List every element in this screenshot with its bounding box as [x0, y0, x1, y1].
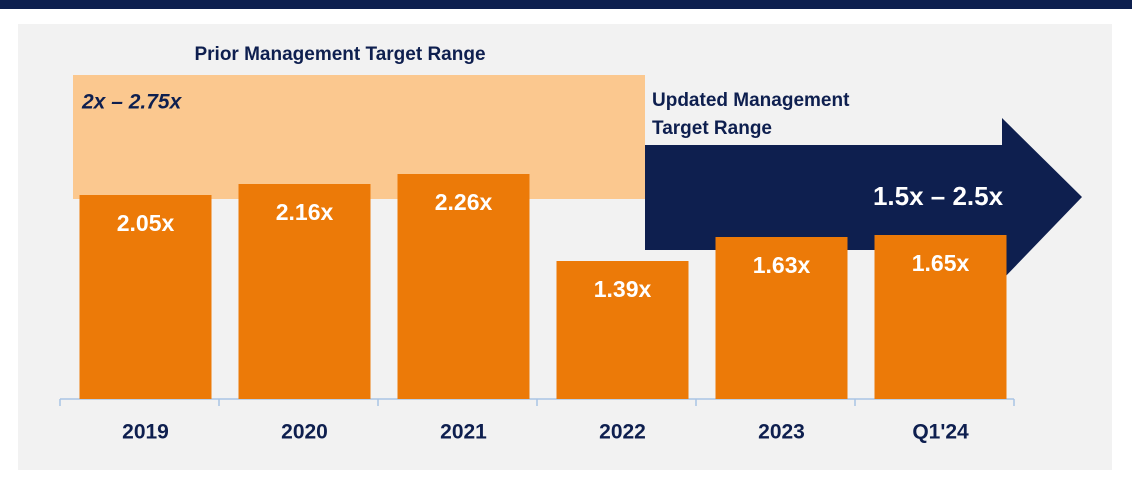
bar: [397, 174, 530, 399]
value-label: 2.26x: [435, 189, 493, 215]
x-tick-label: 2021: [440, 421, 487, 444]
x-tick-label: 2023: [758, 421, 805, 444]
updated-range-label: 1.5x – 2.5x: [873, 181, 1004, 211]
x-tick-label: Q1'24: [912, 421, 969, 444]
value-label: 2.05x: [117, 210, 175, 236]
x-tick-label: 2020: [281, 421, 328, 444]
bar: [79, 195, 212, 399]
header-strip: [0, 0, 1132, 9]
prior-range-label: 2x – 2.75x: [81, 91, 183, 114]
value-label: 1.63x: [753, 252, 811, 278]
x-tick-label: 2022: [599, 421, 646, 444]
value-label: 1.65x: [912, 250, 970, 276]
bar: [238, 184, 371, 399]
bar: [556, 261, 689, 399]
prior-range-band: [73, 75, 645, 199]
updated-range-title: Target Range: [652, 118, 772, 139]
x-tick-label: 2019: [122, 421, 169, 444]
prior-range-title: Prior Management Target Range: [194, 44, 485, 65]
bar: [874, 235, 1007, 399]
bar: [715, 237, 848, 399]
updated-range-title: Updated Management: [652, 90, 850, 111]
value-label: 1.39x: [594, 276, 652, 302]
value-label: 2.16x: [276, 199, 334, 225]
